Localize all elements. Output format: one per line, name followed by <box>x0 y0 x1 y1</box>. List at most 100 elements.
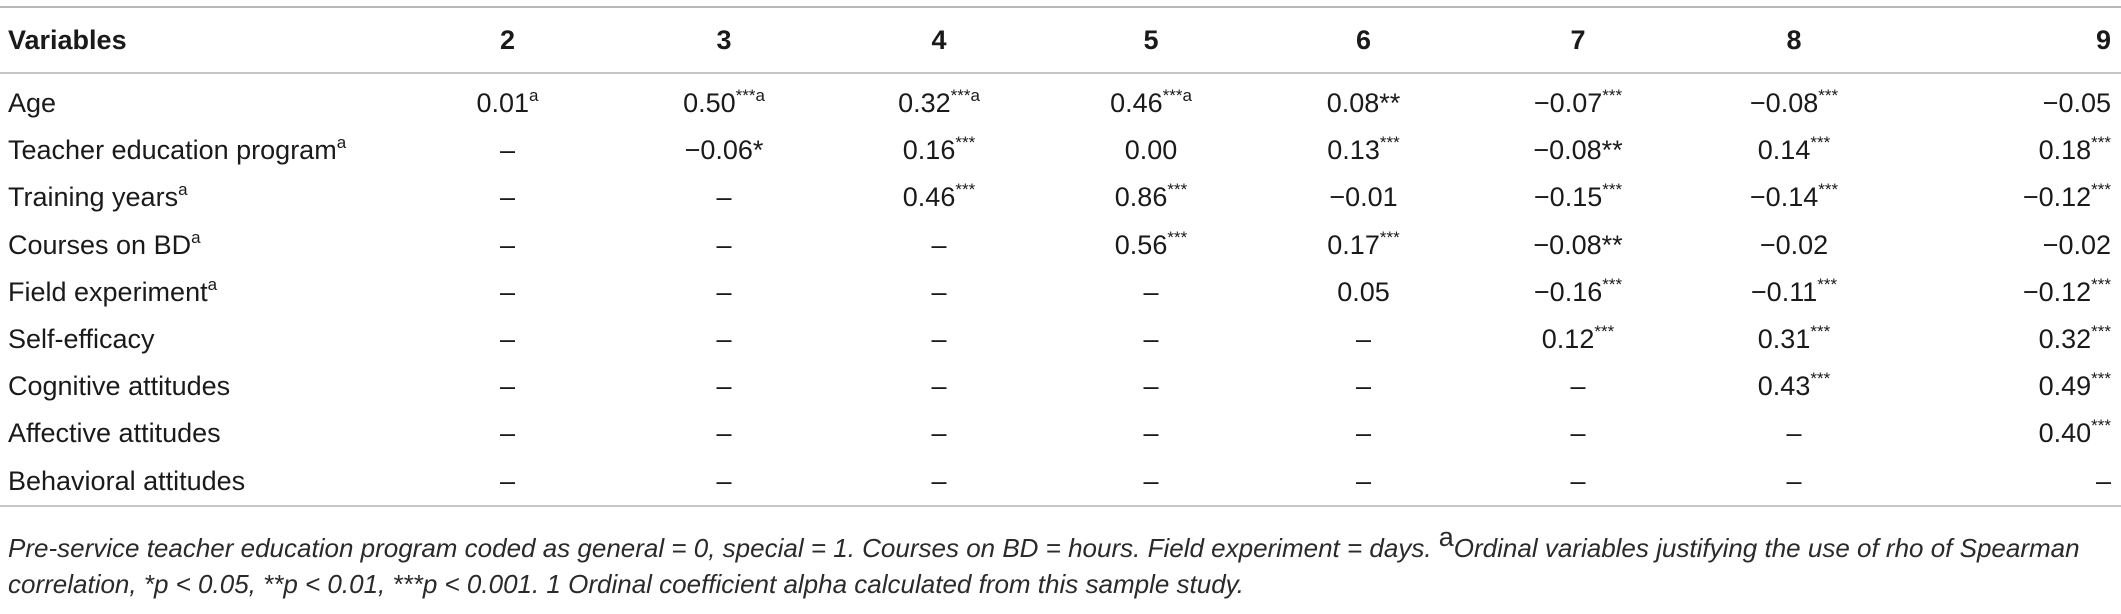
table-cell: – <box>400 458 615 506</box>
table-cell: 0.13*** <box>1257 127 1470 174</box>
cell-significance-superscript: ***a <box>1162 86 1192 106</box>
cell-value: −0.08** <box>1533 135 1623 166</box>
table-cell: – <box>615 222 833 269</box>
table-cell: – <box>1045 458 1257 506</box>
cell-value: – <box>716 182 732 213</box>
cell-significance-superscript: *** <box>1818 86 1839 106</box>
table-cell: – <box>833 410 1045 457</box>
row-label-cell: Affective attitudes <box>0 410 400 457</box>
cell-value: 0.56 <box>1114 229 1168 260</box>
cell-value: – <box>1355 418 1372 449</box>
cell-value: – <box>716 465 732 496</box>
cell-value: −0.16 <box>1533 276 1603 307</box>
header-col-9: 9 <box>2095 24 2111 55</box>
table-cell: – <box>1902 458 2121 506</box>
row-label-cell: Behavioral attitudes <box>0 458 400 506</box>
cell-significance-superscript: *** <box>1810 322 1831 342</box>
table-row: Cognitive attitudes – – – – – –0.43*** 0.49*** <box>0 363 2121 410</box>
cell-value: 0.43 <box>1757 371 1811 402</box>
row-label-cell: Training yearsa <box>0 174 400 221</box>
table-cell: – <box>833 363 1045 410</box>
table-cell: 0.14*** <box>1686 127 1902 174</box>
cell-value: 0.16 <box>902 135 956 166</box>
cell-value: 0.86 <box>1114 182 1168 213</box>
cell-value: – <box>716 276 732 307</box>
table-row: Teacher education programa – −0.06* 0.16***… <box>0 127 2121 174</box>
footnote-part-1: Pre-service teacher education program co… <box>8 533 1439 563</box>
row-label-cell: Courses on BDa <box>0 222 400 269</box>
table-cell: 0.43*** <box>1686 363 1902 410</box>
table-cell: 0.50***a <box>615 73 833 127</box>
cell-value: −0.02 <box>2042 229 2111 260</box>
table-cell: 0.08** <box>1257 73 1470 127</box>
cell-value: – <box>716 371 732 402</box>
table-cell: – <box>1686 458 1902 506</box>
table-cell: – <box>400 222 615 269</box>
cell-value: – <box>499 418 516 449</box>
header-variables: Variables <box>8 24 127 55</box>
table-cell: – <box>1257 363 1470 410</box>
row-label: Age <box>8 88 57 119</box>
table-cell: – <box>1470 410 1686 457</box>
table-cell: – <box>1045 316 1257 363</box>
table-cell: – <box>615 269 833 316</box>
table-cell: – <box>833 316 1045 363</box>
cell-value: −0.01 <box>1329 182 1398 213</box>
cell-significance-superscript: *** <box>1167 227 1188 247</box>
table-cell: – <box>1045 363 1257 410</box>
table-cell: −0.14*** <box>1686 174 1902 221</box>
table-cell: 0.86*** <box>1045 174 1257 221</box>
cell-value: – <box>1143 276 1159 307</box>
cell-value: – <box>1570 371 1586 402</box>
cell-value: – <box>499 135 516 166</box>
header-col-6: 6 <box>1355 24 1372 55</box>
cell-value: – <box>1786 465 1802 496</box>
row-label-cell: Cognitive attitudes <box>0 363 400 410</box>
cell-value: 0.31 <box>1757 324 1811 355</box>
cell-value: – <box>1570 418 1586 449</box>
cell-value: 0.46 <box>1110 88 1163 119</box>
header-col-2: 2 <box>499 24 516 55</box>
table-cell: −0.08** <box>1470 222 1686 269</box>
row-label: Teacher education program <box>8 135 337 166</box>
table-cell: 0.01a <box>400 73 615 127</box>
table-cell: −0.11*** <box>1686 269 1902 316</box>
cell-value: −0.02 <box>1759 229 1829 260</box>
table-row: Behavioral attitudes – – – – – – – – <box>0 458 2121 506</box>
table-cell: – <box>833 222 1045 269</box>
row-label: Field experiment <box>8 276 208 307</box>
table-cell: 0.40*** <box>1902 410 2121 457</box>
table-row: Self-efficacy – – – – –0.12*** 0.31*** 0.32*** <box>0 316 2121 363</box>
cell-significance-superscript: *** <box>2091 133 2111 153</box>
table-cell: −0.05 <box>1902 73 2121 127</box>
cell-value: – <box>931 465 947 496</box>
cell-value: – <box>716 418 732 449</box>
table-cell: 0.32***a <box>833 73 1045 127</box>
table-cell: 0.31*** <box>1686 316 1902 363</box>
cell-value: −0.12 <box>2022 182 2092 213</box>
table-cell: 0.17*** <box>1257 222 1470 269</box>
table-cell: – <box>400 174 615 221</box>
table-cell: – <box>1470 363 1686 410</box>
table-cell: – <box>400 316 615 363</box>
table-cell: – <box>615 410 833 457</box>
header-col-5: 5 <box>1143 24 1159 55</box>
table-cell: 0.49*** <box>1902 363 2121 410</box>
table-body: Age 0.01a 0.50***a 0.32***a 0.46***a 0.08** −0… <box>0 73 2121 506</box>
cell-value: −0.06* <box>684 135 764 166</box>
cell-value: 0.18 <box>2038 135 2092 166</box>
cell-value: 0.40 <box>2038 418 2092 449</box>
cell-value: – <box>931 276 947 307</box>
table-row: Training yearsa – –0.46*** 0.86*** −0.01 −0.1… <box>0 174 2121 221</box>
table-row: Field experimenta – – – –0.05 −0.16*** −0.11**… <box>0 269 2121 316</box>
cell-value: – <box>499 229 516 260</box>
header-col-7: 7 <box>1570 24 1586 55</box>
cell-significance-superscript: *** <box>1818 180 1839 200</box>
cell-significance-superscript: *** <box>1602 274 1623 294</box>
table-cell: – <box>615 363 833 410</box>
table-cell: −0.12*** <box>1902 269 2121 316</box>
cell-value: −0.12 <box>2022 276 2092 307</box>
table-cell: – <box>833 269 1045 316</box>
table-cell: – <box>400 410 615 457</box>
table-cell: −0.08*** <box>1686 73 1902 127</box>
